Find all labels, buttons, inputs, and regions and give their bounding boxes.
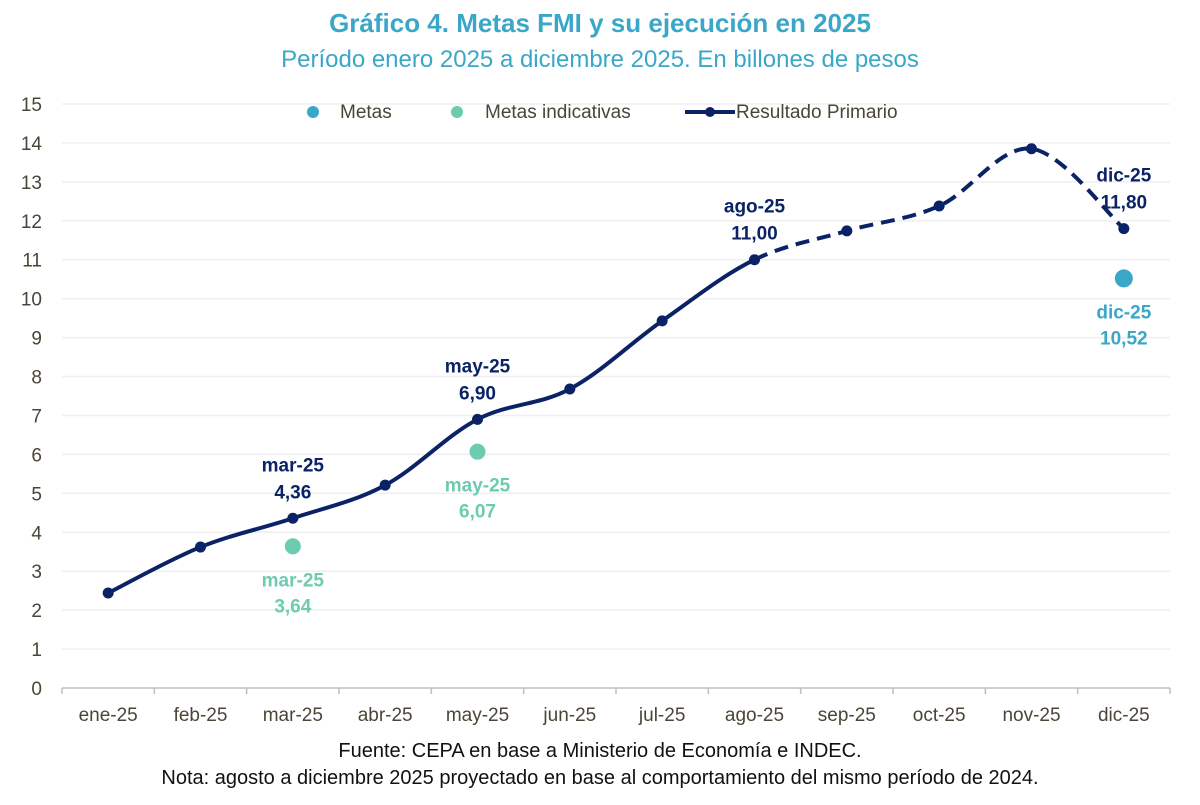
data-label-value: 11,80 bbox=[1101, 193, 1148, 214]
legend-metas-indicativas-label: Metas indicativas bbox=[485, 102, 631, 123]
data-label-category: mar-25 bbox=[262, 455, 325, 476]
legend-metas-label: Metas bbox=[340, 102, 392, 123]
x-tick-label: ene-25 bbox=[79, 705, 138, 726]
y-tick-label: 4 bbox=[31, 523, 42, 544]
x-tick-label: nov-25 bbox=[1002, 705, 1060, 726]
data-label-value: 10,52 bbox=[1100, 328, 1148, 349]
data-label-value: 6,90 bbox=[459, 383, 496, 404]
resultado-primario-point-may-25 bbox=[472, 413, 483, 425]
resultado-primario-point-jun-25 bbox=[564, 383, 576, 395]
y-tick-label: 8 bbox=[31, 368, 42, 389]
x-tick-label: oct-25 bbox=[913, 705, 966, 726]
x-tick-label: sep-25 bbox=[818, 705, 876, 726]
resultado-primario-point-nov-25 bbox=[1026, 143, 1037, 155]
legend-metas-indicativas-dot-icon bbox=[451, 106, 463, 118]
series-layer bbox=[102, 143, 1133, 599]
resultado-primario-point-ago-25 bbox=[749, 254, 760, 266]
resultado-primario-point-jul-25 bbox=[656, 315, 668, 327]
resultado-primario-point-ene-25 bbox=[102, 587, 114, 599]
y-tick-label: 5 bbox=[31, 484, 42, 505]
metas-point-dic-25 bbox=[1114, 269, 1133, 288]
gridlines bbox=[62, 103, 1170, 650]
y-tick-label: 13 bbox=[21, 173, 42, 194]
x-tick-label: abr-25 bbox=[358, 705, 413, 726]
legend-metas-dot-icon bbox=[307, 106, 319, 118]
chart-title: Gráfico 4. Metas FMI y su ejecución en 2… bbox=[329, 8, 871, 38]
y-tick-label: 11 bbox=[22, 251, 42, 272]
legend-resultado-label: Resultado Primario bbox=[736, 102, 898, 123]
data-label-category: mar-25 bbox=[262, 570, 325, 591]
x-tick-label: ago-25 bbox=[725, 705, 784, 726]
data-label-category: ago-25 bbox=[724, 197, 786, 218]
y-tick-label: 12 bbox=[21, 212, 42, 233]
x-axis: ene-25 feb-25 mar-25 abr-25 may-25 jun-25 jul-… bbox=[61, 687, 1171, 726]
x-tick-label: dic-25 bbox=[1098, 705, 1150, 726]
y-tick-label: 10 bbox=[21, 290, 42, 311]
y-tick-label: 0 bbox=[31, 679, 42, 700]
legend-resultado-marker-icon bbox=[705, 107, 715, 117]
data-labels: mar-25 4,36 may-25 6,90 ago-25 11,00 dic-25 11,… bbox=[262, 166, 1152, 618]
y-tick-label: 2 bbox=[31, 601, 42, 622]
resultado-primario-point-feb-25 bbox=[195, 541, 206, 553]
y-tick-label: 3 bbox=[31, 562, 42, 583]
resultado-primario-point-sep-25 bbox=[841, 225, 853, 237]
x-tick-label: may-25 bbox=[446, 705, 509, 726]
data-label-value: 11,00 bbox=[731, 224, 778, 245]
resultado-primario-point-oct-25 bbox=[933, 200, 945, 212]
data-label-category: dic-25 bbox=[1096, 166, 1151, 187]
data-label-value: 3,64 bbox=[274, 596, 311, 617]
x-tick-label: feb-25 bbox=[174, 705, 228, 726]
y-tick-label: 6 bbox=[31, 445, 42, 466]
legend: Metas Metas indicativas Resultado Primario bbox=[307, 102, 898, 123]
data-label-category: dic-25 bbox=[1096, 302, 1151, 323]
y-tick-label: 9 bbox=[31, 329, 42, 350]
data-label-category: may-25 bbox=[445, 476, 511, 497]
x-tick-label: mar-25 bbox=[263, 705, 323, 726]
metas-indicativas-point-may-25 bbox=[469, 443, 486, 460]
y-tick-label: 7 bbox=[31, 406, 42, 427]
resultado-primario-point-dic-25 bbox=[1118, 223, 1130, 235]
x-tick-label: jun-25 bbox=[542, 705, 596, 726]
resultado-primario-point-mar-25 bbox=[287, 512, 299, 524]
data-label-value: 6,07 bbox=[459, 502, 496, 523]
data-label-category: may-25 bbox=[445, 356, 511, 377]
y-tick-label: 1 bbox=[31, 640, 42, 661]
resultado-primario-line bbox=[107, 257, 756, 595]
projection-note: Nota: agosto a diciembre 2025 proyectado… bbox=[161, 767, 1039, 789]
y-tick-label: 15 bbox=[21, 95, 42, 116]
chart-subtitle: Período enero 2025 a diciembre 2025. En … bbox=[281, 46, 919, 73]
source-note: Fuente: CEPA en base a Ministerio de Eco… bbox=[338, 740, 862, 762]
x-tick-label: jul-25 bbox=[638, 705, 685, 726]
data-label-value: 4,36 bbox=[274, 482, 311, 503]
resultado-primario-point-abr-25 bbox=[379, 479, 391, 491]
y-tick-label: 14 bbox=[21, 134, 43, 155]
resultado-primario-projected-line bbox=[753, 146, 1126, 262]
metas-indicativas-point-mar-25 bbox=[284, 538, 301, 555]
